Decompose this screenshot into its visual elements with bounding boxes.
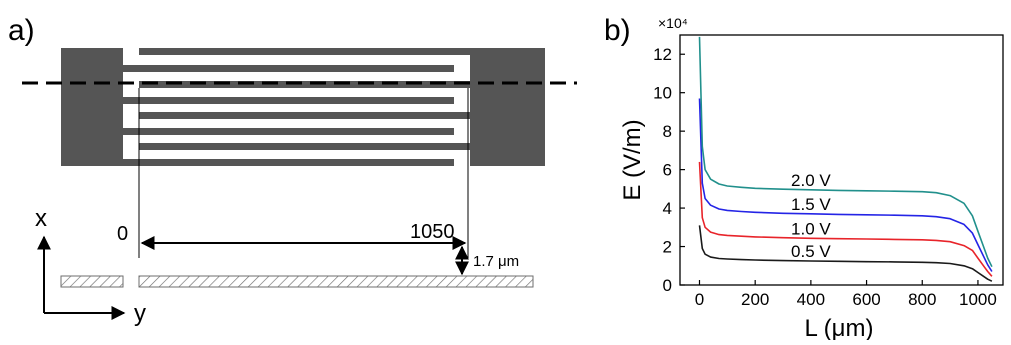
y-axis-ticks: 0 2 4 6 8 10 12 xyxy=(653,45,685,295)
finger-right xyxy=(139,143,470,150)
y-tick-label: 2 xyxy=(663,238,672,257)
finger-right xyxy=(139,112,470,119)
series-label: 1.0 V xyxy=(791,219,831,238)
y-axis-label: E (V/m) xyxy=(619,119,646,200)
series-label: 2.0 V xyxy=(791,171,831,190)
series-label: 0.5 V xyxy=(791,242,831,261)
x-tick-label: 400 xyxy=(797,290,825,309)
series-line xyxy=(698,98,993,272)
x-tick-label: 200 xyxy=(741,290,769,309)
interdigitated-fingers xyxy=(123,48,470,166)
finger-left xyxy=(123,97,454,104)
y-tick-label: 12 xyxy=(653,45,672,64)
panel-a: a) 0 1050 1.7 μm xyxy=(8,14,577,327)
y-tick-label: 10 xyxy=(653,84,672,103)
finger-right xyxy=(139,81,470,88)
panel-a-label: a) xyxy=(8,14,35,47)
x-tick-label: 600 xyxy=(852,290,880,309)
y-tick-label: 6 xyxy=(663,161,672,180)
dimension-start-label: 0 xyxy=(117,223,128,245)
side-view-electrode-left xyxy=(60,275,124,288)
series-line xyxy=(698,161,993,277)
side-view-electrode-right xyxy=(138,275,534,288)
x-tick-label: 0 xyxy=(695,290,704,309)
y-tick-label: 8 xyxy=(663,122,672,141)
right-contact-pad xyxy=(470,48,545,166)
y-multiplier: ×10⁴ xyxy=(658,15,688,31)
finger-left xyxy=(123,159,454,166)
gap-label: 1.7 μm xyxy=(473,253,519,270)
finger-right xyxy=(139,48,470,55)
series-annotations: 0.5 V 1.0 V 1.5 V 2.0 V xyxy=(791,171,831,261)
dimension-end-label: 1050 xyxy=(410,221,455,243)
series-line xyxy=(698,36,993,268)
axis-x-label: x xyxy=(35,205,47,232)
series-label: 1.5 V xyxy=(791,195,831,214)
plot-frame xyxy=(679,34,1004,286)
panel-b-label: b) xyxy=(604,14,631,47)
panel-b: b) ×10⁴ 0 2 4 6 8 10 12 0 200 400 600 800 1000 0.5 … xyxy=(604,14,1004,342)
y-tick-label: 4 xyxy=(663,199,672,218)
series-line xyxy=(698,225,993,282)
x-axis-label: L (μm) xyxy=(805,315,874,340)
axis-y-label: y xyxy=(134,300,146,327)
series-lines xyxy=(698,36,993,282)
x-axis-ticks: 0 200 400 600 800 1000 xyxy=(695,280,997,309)
left-contact-pad xyxy=(61,48,123,166)
x-tick-label: 800 xyxy=(908,290,936,309)
finger-left xyxy=(123,128,454,135)
y-tick-label: 0 xyxy=(663,276,672,295)
x-tick-label: 1000 xyxy=(959,290,997,309)
finger-left xyxy=(123,65,454,72)
